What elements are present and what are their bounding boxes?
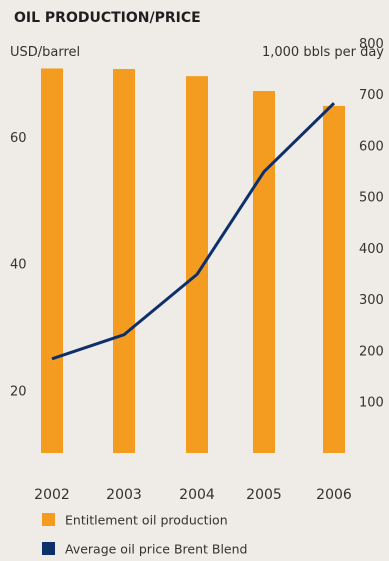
right-tick-label: 700 xyxy=(359,88,384,103)
left-tick-label: 40 xyxy=(10,258,27,273)
right-axis-ticks: 100 200 300 400 500 600 700 800 xyxy=(359,37,384,411)
line-layer xyxy=(51,102,336,361)
bar-2003 xyxy=(113,68,135,453)
chart-title: OIL PRODUCTION/PRICE xyxy=(14,10,201,26)
left-tick-label: 20 xyxy=(10,384,27,399)
x-tick-label: 2002 xyxy=(34,487,70,503)
right-tick-label: 400 xyxy=(359,242,384,257)
bar-2002 xyxy=(41,68,63,453)
bar-2004 xyxy=(186,76,208,453)
legend: Entitlement oil production Average oil pr… xyxy=(42,513,247,557)
legend-label: Entitlement oil production xyxy=(65,513,228,528)
right-tick-label: 800 xyxy=(359,37,384,52)
x-tick-label: 2003 xyxy=(106,487,142,503)
right-tick-label: 100 xyxy=(359,396,384,411)
right-tick-label: 200 xyxy=(359,344,384,359)
bars-layer xyxy=(41,68,345,453)
x-tick-label: 2005 xyxy=(246,487,282,503)
legend-label: Average oil price Brent Blend xyxy=(65,542,247,557)
left-axis-label: USD/barrel xyxy=(10,45,80,60)
bar-2005 xyxy=(253,91,275,453)
right-axis-label: 1,000 bbls per day xyxy=(262,45,384,60)
bar-2006 xyxy=(323,105,345,453)
right-tick-label: 600 xyxy=(359,139,384,154)
left-axis-ticks: 20 40 60 xyxy=(10,131,27,400)
right-tick-label: 300 xyxy=(359,293,384,308)
left-tick-label: 60 xyxy=(10,131,27,146)
right-tick-label: 500 xyxy=(359,191,384,206)
x-tick-label: 2004 xyxy=(179,487,215,503)
legend-swatch xyxy=(42,542,55,555)
legend-swatch xyxy=(42,513,55,526)
x-axis-ticks: 2002 2003 2004 2005 2006 xyxy=(34,487,352,503)
x-tick-label: 2006 xyxy=(316,487,352,503)
